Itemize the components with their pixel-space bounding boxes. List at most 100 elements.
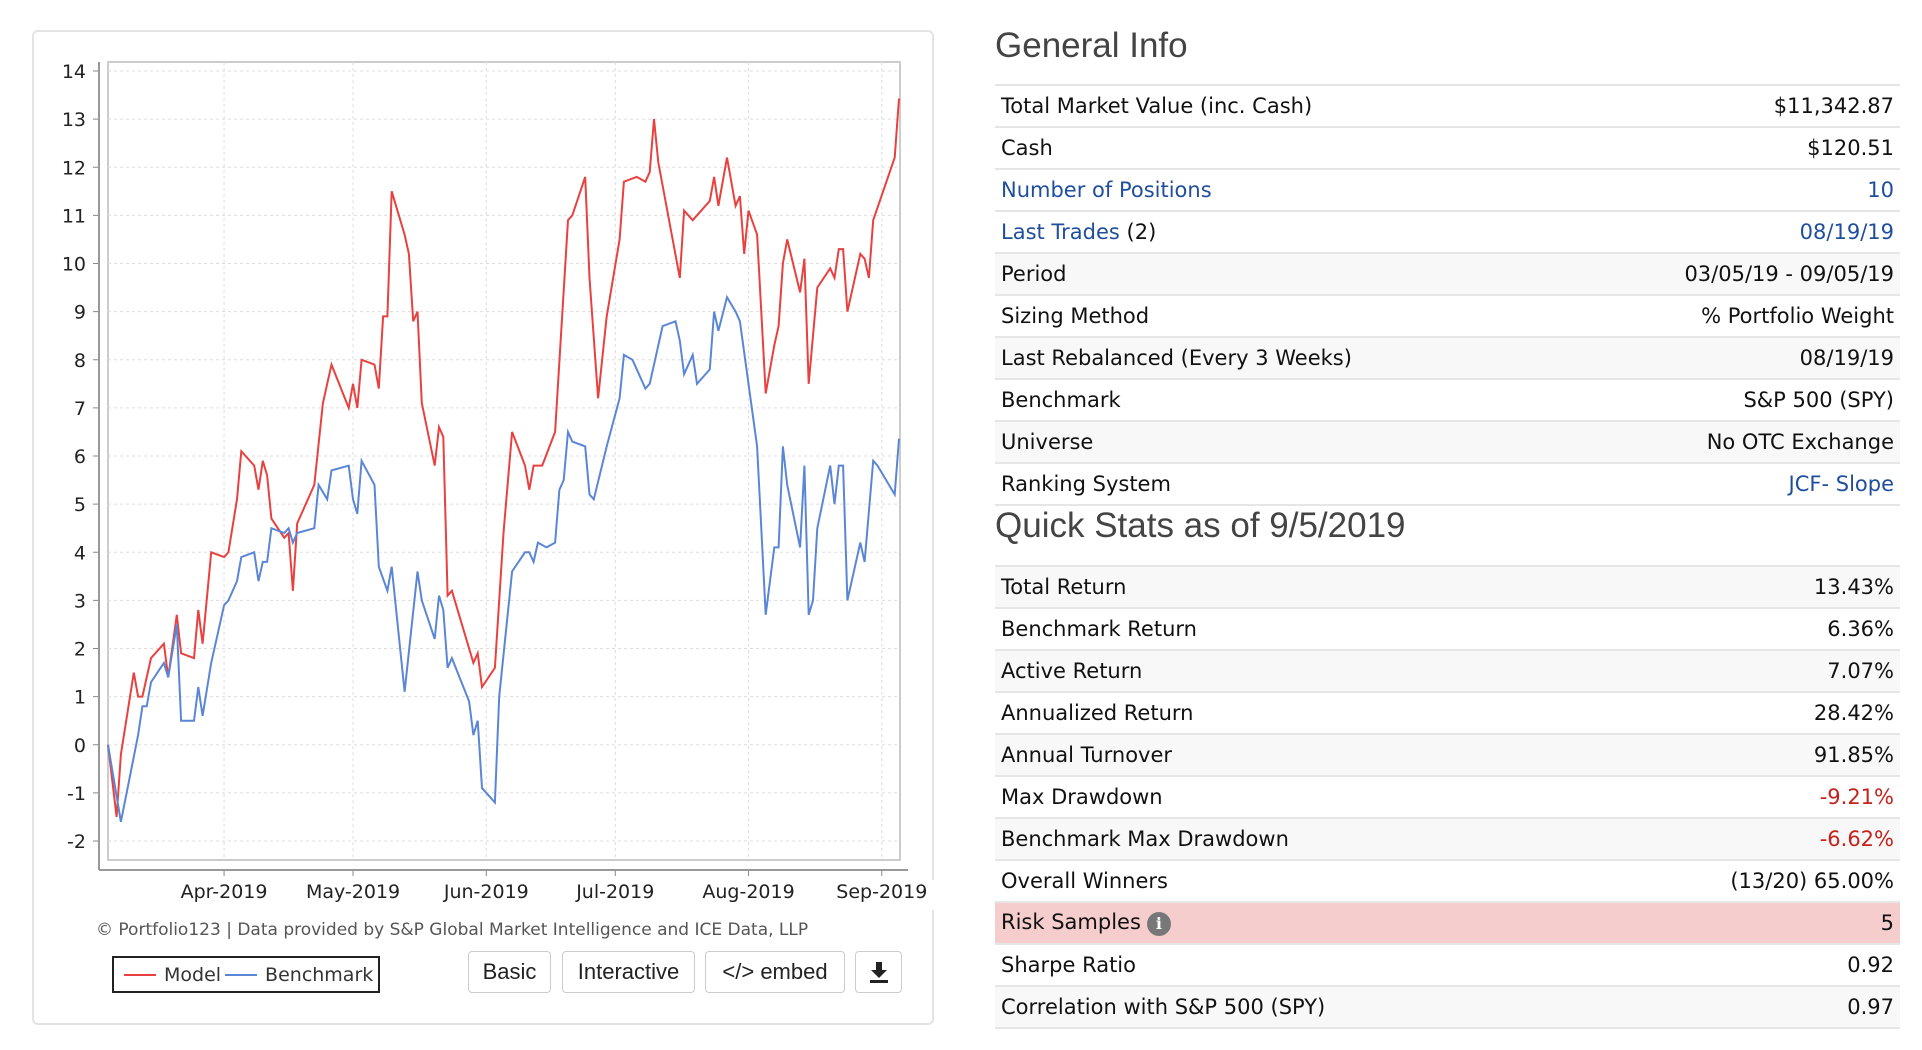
x-tick-label: Aug-2019	[702, 881, 794, 903]
y-tick-label: 2	[74, 639, 86, 661]
info-label: Ranking System	[1001, 472, 1171, 496]
info-value: 08/19/19	[1556, 336, 1900, 379]
y-tick-label: 10	[62, 254, 86, 276]
y-tick-label: 9	[74, 302, 86, 324]
stat-label: Benchmark Return	[1001, 617, 1197, 641]
y-tick-label: 4	[74, 542, 86, 564]
stat-row: Total Return 13.43%	[995, 565, 1900, 608]
x-tick-label: Jul-2019	[575, 881, 654, 903]
embed-button[interactable]: </> embed	[705, 951, 845, 993]
stat-row: Risk Samples i 5	[995, 901, 1900, 944]
y-tick-label: 8	[74, 350, 86, 372]
info-label-cell: Ranking System	[995, 462, 1557, 506]
info-row: Universe No OTC Exchange	[995, 420, 1900, 463]
info-label-cell: Sizing Method	[995, 294, 1557, 337]
info-label[interactable]: Number of Positions	[1001, 178, 1212, 202]
stat-label: Benchmark Max Drawdown	[1001, 827, 1289, 851]
x-tick-label: Jun-2019	[443, 881, 529, 903]
download-button[interactable]	[855, 951, 902, 993]
info-label-cell: Number of Positions	[995, 168, 1557, 211]
info-label: Last Rebalanced (Every 3 Weeks)	[1001, 346, 1352, 370]
basic-button[interactable]: Basic	[468, 951, 551, 993]
info-label-cell: Period	[995, 252, 1557, 295]
stat-value: 6.36%	[1589, 607, 1900, 650]
benchmark-swatch	[225, 973, 258, 976]
info-value[interactable]: 08/19/19	[1556, 210, 1900, 253]
stat-label-cell: Annualized Return	[995, 691, 1590, 734]
y-tick-label: 7	[74, 398, 86, 420]
info-label: Cash	[1001, 136, 1053, 160]
legend-model: Model	[164, 963, 222, 986]
info-row: Sizing Method % Portfolio Weight	[995, 294, 1900, 337]
y-tick-label: -2	[67, 831, 86, 853]
y-tick-label: 1	[74, 687, 86, 709]
info-label-cell: Last Rebalanced (Every 3 Weeks)	[995, 336, 1557, 379]
x-tick-label: May-2019	[306, 881, 400, 903]
info-row: Ranking System JCF- Slope	[995, 462, 1900, 506]
info-icon[interactable]: i	[1146, 912, 1171, 936]
x-tick-label: Sep-2019	[836, 881, 927, 903]
info-value: $11,342.87	[1556, 84, 1900, 127]
stat-label: Max Drawdown	[1001, 785, 1163, 809]
stat-label: Annual Turnover	[1001, 743, 1173, 767]
info-row: Total Market Value (inc. Cash) $11,342.87	[995, 84, 1900, 127]
info-value: No OTC Exchange	[1556, 420, 1900, 463]
info-label[interactable]: Last Trades	[1001, 220, 1120, 244]
info-value[interactable]: 10	[1556, 168, 1900, 211]
stat-value: 91.85%	[1589, 733, 1900, 776]
general-info-title: General Info	[995, 26, 1188, 65]
info-row: Number of Positions 10	[995, 168, 1900, 211]
info-row: Last Trades (2) 08/19/19	[995, 210, 1900, 253]
info-value: 03/05/19 - 09/05/19	[1556, 252, 1900, 295]
stat-label: Overall Winners	[1001, 869, 1168, 893]
info-label: Period	[1001, 262, 1067, 286]
stat-label: Risk Samples	[1001, 910, 1141, 934]
interactive-button[interactable]: Interactive	[562, 951, 695, 993]
stat-value: -6.62%	[1589, 817, 1900, 860]
stat-label-cell: Correlation with S&P 500 (SPY)	[995, 985, 1590, 1029]
series-line-model	[107, 98, 900, 818]
stat-row: Correlation with S&P 500 (SPY) 0.97	[995, 985, 1900, 1029]
y-tick-label: 3	[74, 590, 86, 612]
stat-label-cell: Total Return	[995, 565, 1590, 608]
stat-label: Annualized Return	[1001, 701, 1194, 725]
model-swatch	[124, 973, 156, 976]
stat-row: Benchmark Max Drawdown -6.62%	[995, 817, 1900, 860]
stat-label: Total Return	[1001, 575, 1127, 599]
x-tick-label: Apr-2019	[181, 881, 268, 903]
info-label: Universe	[1001, 430, 1094, 454]
stat-row: Active Return 7.07%	[995, 649, 1900, 692]
info-label-cell: Total Market Value (inc. Cash)	[995, 84, 1557, 127]
info-label: Total Market Value (inc. Cash)	[1001, 94, 1313, 118]
chart-legend: Model Benchmark	[112, 956, 380, 993]
series-line-benchmark	[107, 294, 900, 822]
info-label-cell: Universe	[995, 420, 1557, 463]
stat-value: 0.97	[1589, 985, 1900, 1029]
stat-row: Sharpe Ratio 0.92	[995, 943, 1900, 986]
info-value[interactable]: JCF- Slope	[1556, 462, 1900, 506]
quick-stats-table: Total Return 13.43% Benchmark Return 6.36% A…	[995, 565, 1900, 1029]
info-label-cell: Cash	[995, 126, 1557, 169]
chart-panel	[32, 30, 934, 1025]
info-label-suffix: (2)	[1119, 220, 1157, 244]
stat-row: Overall Winners (13/20) 65.00%	[995, 859, 1900, 902]
stat-label-cell: Active Return	[995, 649, 1590, 692]
plot-area	[107, 61, 901, 861]
info-value: $120.51	[1556, 126, 1900, 169]
y-tick-label: 14	[62, 61, 86, 83]
info-label: Benchmark	[1001, 388, 1121, 412]
info-row: Last Rebalanced (Every 3 Weeks) 08/19/19	[995, 336, 1900, 379]
chart-copyright: © Portfolio123 | Data provided by S&P Gl…	[96, 920, 809, 940]
info-label: Sizing Method	[1001, 304, 1150, 328]
stat-label-cell: Sharpe Ratio	[995, 943, 1590, 986]
stat-label-cell: Max Drawdown	[995, 775, 1590, 818]
stat-label-cell: Benchmark Max Drawdown	[995, 817, 1590, 860]
y-tick-label: 12	[62, 157, 86, 179]
stat-value: 7.07%	[1589, 649, 1900, 692]
stat-label: Sharpe Ratio	[1001, 953, 1136, 977]
stat-label-cell: Benchmark Return	[995, 607, 1590, 650]
stat-label-cell: Overall Winners	[995, 859, 1590, 902]
info-label-cell: Last Trades (2)	[995, 210, 1557, 253]
info-value: S&P 500 (SPY)	[1556, 378, 1900, 421]
